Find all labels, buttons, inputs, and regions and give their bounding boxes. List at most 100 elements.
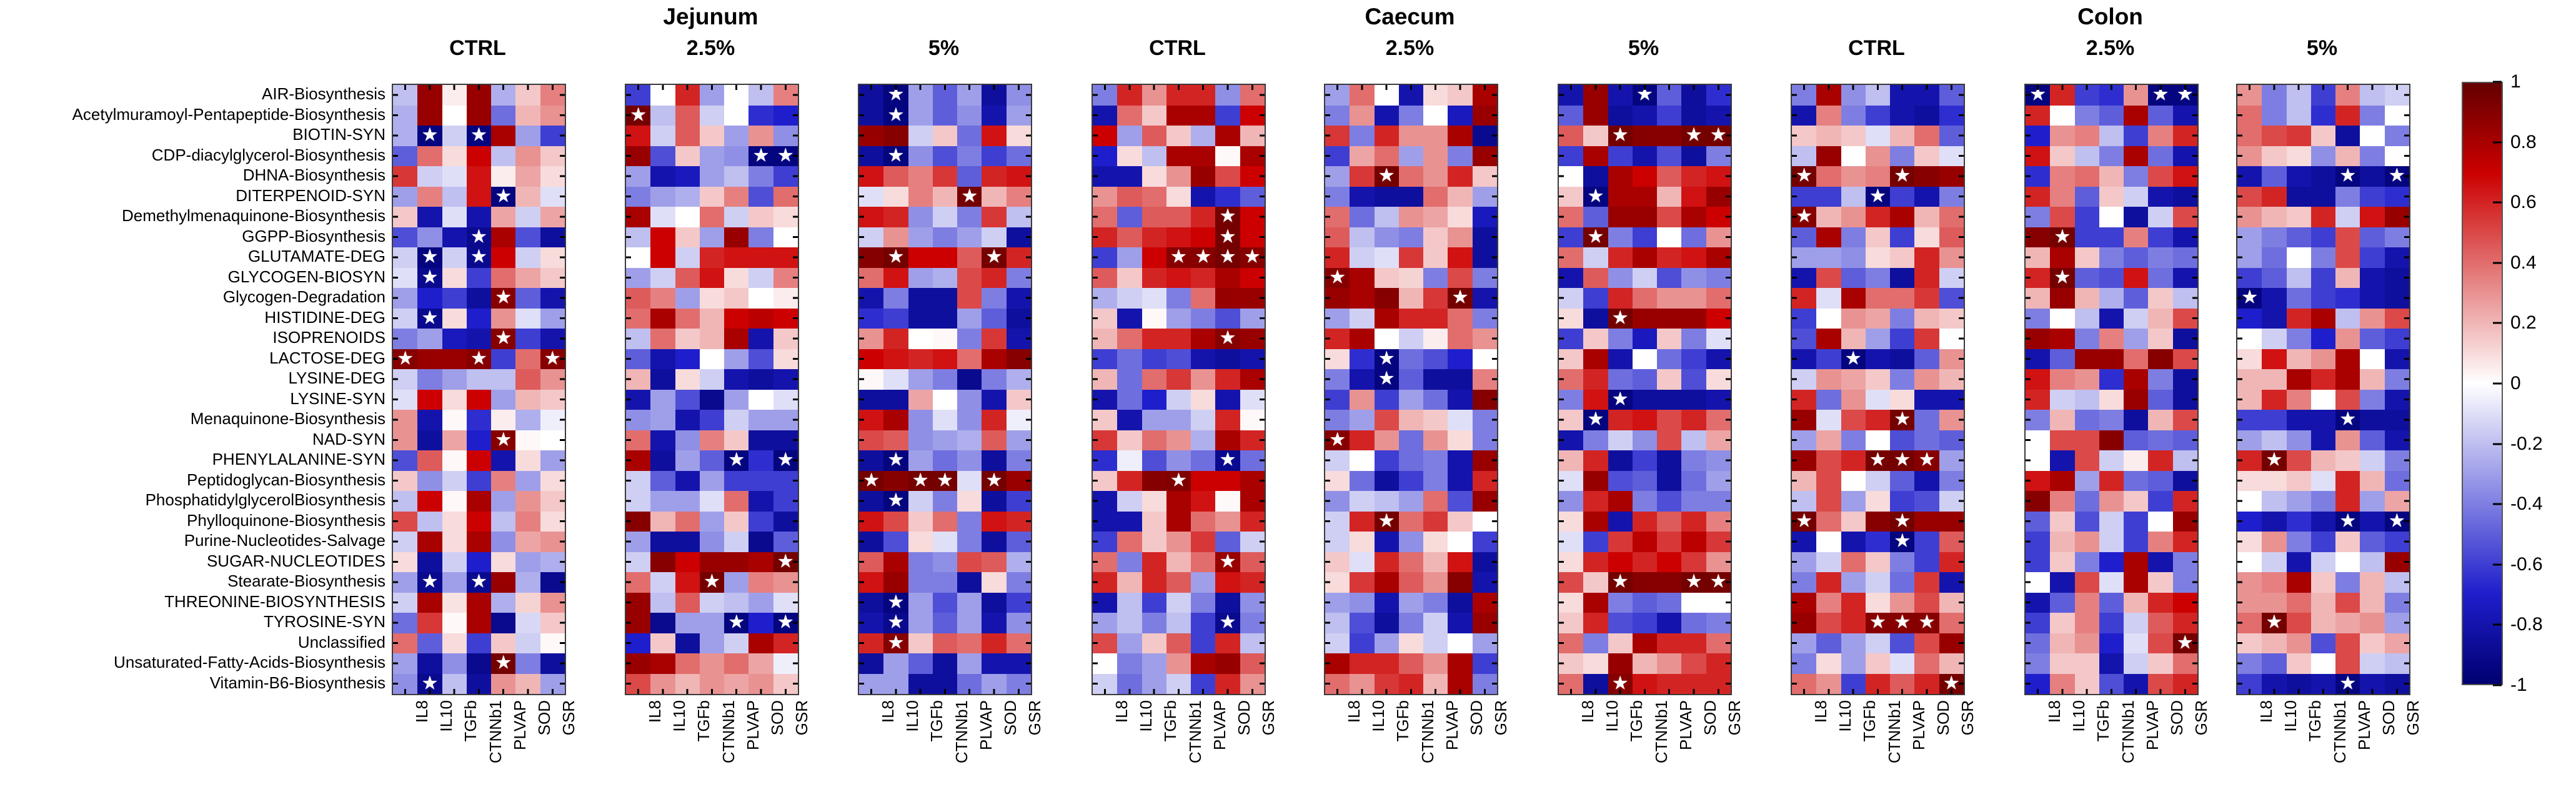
heatmap-cell <box>883 552 908 572</box>
heatmap-cell <box>2074 450 2099 471</box>
heatmap-cell <box>1350 126 1375 146</box>
heatmap-cell <box>442 105 467 126</box>
heatmap-cell <box>675 329 700 349</box>
significance-star: ★ <box>937 470 953 491</box>
heatmap-cell <box>1816 288 1841 309</box>
heatmap-cell <box>650 166 675 187</box>
heatmap-cell <box>1374 450 1399 471</box>
heatmap-cell <box>1681 511 1706 532</box>
heatmap-cell <box>957 410 982 430</box>
heatmap-cell <box>1914 653 1939 674</box>
heatmap-cell <box>2050 430 2075 450</box>
heatmap-cell <box>1914 227 1939 247</box>
heatmap-cell <box>2262 430 2287 450</box>
heatmap-cell <box>2335 450 2360 471</box>
heatmap-cell <box>442 247 467 268</box>
heatmap-cell <box>699 166 725 187</box>
axis-ticks-right <box>2404 85 2409 694</box>
heatmap-cell <box>417 349 442 369</box>
gene-label: PLVAP <box>976 700 995 750</box>
heatmap-cell <box>1215 389 1240 410</box>
significance-star: ★ <box>544 348 561 369</box>
significance-star: ★ <box>1869 186 1886 207</box>
heatmap-cell <box>2360 126 2385 146</box>
colorbar-tick-mark <box>2493 262 2502 264</box>
heatmap-cell <box>1816 247 1841 268</box>
heatmap-cell <box>1166 633 1191 653</box>
heatmap-cell <box>2286 166 2311 187</box>
heatmap-cell <box>1608 389 1633 410</box>
heatmap-cell <box>1448 247 1473 268</box>
heatmap-cell <box>2335 105 2360 126</box>
heatmap-cell <box>1374 633 1399 653</box>
significance-star: ★ <box>1611 389 1629 410</box>
heatmap-cell <box>1141 227 1166 247</box>
heatmap-cell <box>2074 267 2099 288</box>
heatmap-cell <box>2050 410 2075 430</box>
heatmap-cell <box>2360 247 2385 268</box>
significance-star: ★ <box>2339 165 2357 186</box>
gene-label: CTNNb1 <box>1418 700 1437 764</box>
heatmap-cell <box>1215 653 1240 674</box>
heatmap-cell <box>1191 511 1216 532</box>
heatmap-cell <box>1398 308 1424 329</box>
significance-star: ★ <box>2054 226 2071 247</box>
heatmap-cell <box>1583 410 1608 430</box>
heatmap-cell <box>1583 126 1608 146</box>
significance-star: ★ <box>1844 348 1862 369</box>
heatmap-cell <box>442 532 467 552</box>
significance-star: ★ <box>421 246 439 267</box>
heatmap-cell <box>2099 329 2124 349</box>
significance-star: ★ <box>777 145 794 166</box>
heatmap-cell <box>1191 633 1216 653</box>
heatmap-cell <box>2286 511 2311 532</box>
heatmap-cell <box>1865 186 1891 207</box>
heatmap-cell <box>1865 126 1891 146</box>
heatmap-cell <box>1423 349 1448 369</box>
heatmap-cell <box>2124 329 2149 349</box>
heatmap-cell <box>1448 349 1473 369</box>
heatmap-cell <box>1632 146 1658 166</box>
significance-star: ★ <box>1709 124 1727 146</box>
heatmap-cell <box>1423 491 1448 512</box>
heatmap-cell <box>417 247 442 268</box>
heatmap-cell <box>675 613 700 633</box>
heatmap-cell <box>1166 511 1191 532</box>
heatmap-cell <box>883 329 908 349</box>
heatmap-cell <box>1681 653 1706 674</box>
heatmap-cell <box>982 491 1007 512</box>
colorbar-tick-label: -0.4 <box>2510 493 2543 515</box>
gene-label: PLVAP <box>1442 700 1461 750</box>
heatmap-cell <box>1398 146 1424 166</box>
heatmap-cell <box>724 511 749 532</box>
heatmap-cell <box>2360 308 2385 329</box>
gene-label: SOD <box>535 700 554 736</box>
heatmap-cell <box>1423 450 1448 471</box>
heatmap-cell <box>1141 653 1166 674</box>
heatmap-cell <box>1215 592 1240 613</box>
row-label: GLYCOGEN-BIOSYN <box>227 267 385 286</box>
heatmap-cells <box>859 85 1031 694</box>
axis-ticks-bottom <box>859 689 1031 694</box>
heatmap-cell <box>515 227 540 247</box>
heatmap-cell <box>1215 329 1240 349</box>
heatmap-cell <box>491 410 516 430</box>
heatmap-cell <box>1448 491 1473 512</box>
heatmap-cell <box>2148 572 2173 593</box>
heatmap-cell <box>699 349 725 369</box>
heatmap-cell <box>1914 511 1939 532</box>
heatmap-cell <box>442 592 467 613</box>
heatmap-cell <box>2099 349 2124 369</box>
heatmap-cell <box>1865 267 1891 288</box>
significance-star: ★ <box>495 652 512 673</box>
heatmap-cell <box>1681 186 1706 207</box>
heatmap-cell <box>675 247 700 268</box>
heatmap-cell <box>1816 105 1841 126</box>
heatmap-cell <box>908 470 933 491</box>
heatmap-cell <box>2074 146 2099 166</box>
significance-star: ★ <box>1587 186 1604 207</box>
gene-label: GSR <box>792 700 812 736</box>
significance-star: ★ <box>887 632 905 653</box>
heatmap-cell <box>1865 532 1891 552</box>
heatmap-cell <box>908 491 933 512</box>
